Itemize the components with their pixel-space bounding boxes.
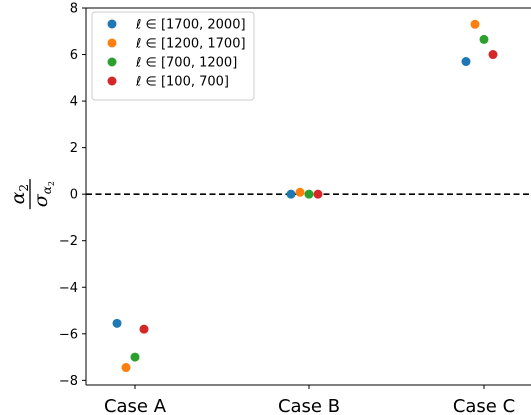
data-point <box>461 57 471 67</box>
y-tick-label: −8 <box>59 374 78 389</box>
y-tick-label: 4 <box>70 95 78 110</box>
data-points-layer <box>112 19 498 373</box>
y-tick-label: 8 <box>70 2 78 17</box>
data-point <box>295 187 305 197</box>
legend-marker <box>107 76 117 86</box>
legend-marker <box>107 38 117 48</box>
legend-label: ℓ ∈ [100, 700] <box>135 75 229 90</box>
y-tick-label: 0 <box>70 188 78 203</box>
x-tick-label: Case C <box>453 396 515 415</box>
data-point <box>313 189 323 199</box>
data-point <box>112 318 122 328</box>
data-point <box>286 189 296 199</box>
data-point <box>121 363 131 373</box>
y-axis-ticks: 8 6 4 2 0 −2 −4 −6 −8 <box>59 2 86 389</box>
data-point <box>139 324 149 334</box>
legend-label: ℓ ∈ [700, 1200] <box>135 56 237 71</box>
y-tick-label: −6 <box>59 327 78 342</box>
x-axis-ticks: Case A Case B Case C <box>104 385 515 415</box>
x-tick-label: Case A <box>104 396 167 415</box>
data-point <box>479 34 489 44</box>
y-label-numerator: α2 <box>7 184 31 204</box>
y-tick-label: 6 <box>70 48 78 63</box>
data-point <box>470 19 480 29</box>
legend-label: ℓ ∈ [1200, 1700] <box>135 37 246 52</box>
data-point <box>130 352 140 362</box>
y-tick-label: −2 <box>59 234 78 249</box>
data-point <box>304 189 314 199</box>
data-point <box>488 50 498 60</box>
legend-box <box>91 11 255 101</box>
legend: ℓ ∈ [1700, 2000] ℓ ∈ [1200, 1700] ℓ ∈ [700… <box>91 11 255 101</box>
y-tick-label: −4 <box>59 281 78 296</box>
legend-label: ℓ ∈ [1700, 2000] <box>135 18 246 33</box>
y-label-denominator: σα2 <box>30 181 56 207</box>
legend-marker <box>107 57 117 67</box>
legend-marker <box>107 19 117 29</box>
x-tick-label: Case B <box>278 396 340 415</box>
y-tick-label: 2 <box>70 141 78 156</box>
